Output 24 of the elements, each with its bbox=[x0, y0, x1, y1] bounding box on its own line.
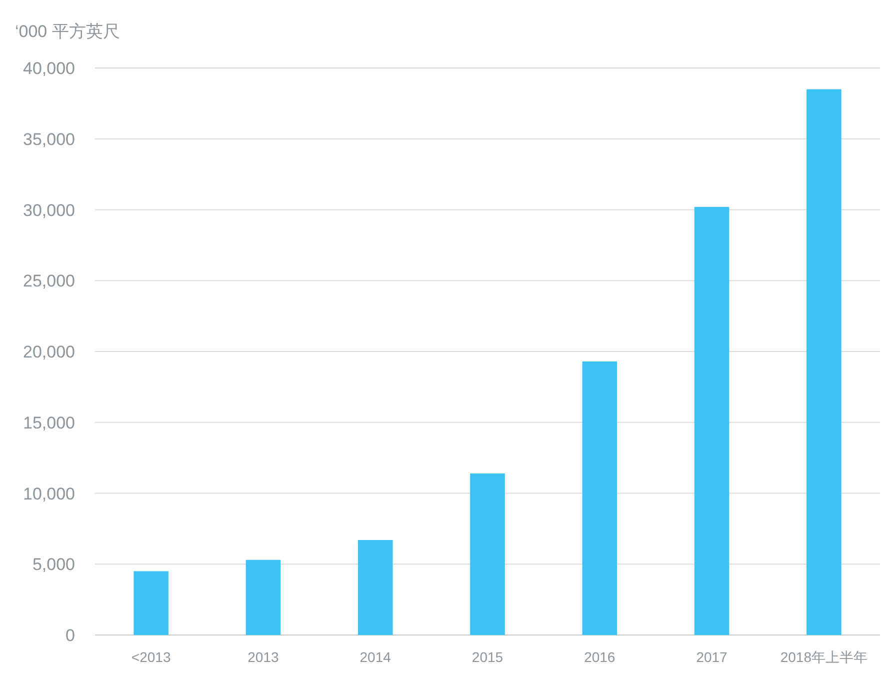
y-tick-label: 40,000 bbox=[23, 59, 75, 78]
y-tick-label: 15,000 bbox=[23, 413, 75, 432]
y-tick-label: 30,000 bbox=[23, 200, 75, 220]
y-tick-label: 0 bbox=[66, 626, 75, 645]
y-tick-label: 20,000 bbox=[23, 342, 75, 362]
bar bbox=[134, 571, 168, 635]
x-tick-label: 2014 bbox=[360, 649, 392, 665]
x-tick-label: 2016 bbox=[584, 649, 616, 665]
y-tick-label: 25,000 bbox=[23, 272, 75, 291]
bar bbox=[582, 361, 618, 635]
bar bbox=[246, 560, 281, 635]
y-tick-label: 35,000 bbox=[23, 130, 75, 149]
y-axis-title: ‘000 平方英尺 bbox=[15, 22, 120, 41]
bar bbox=[806, 89, 842, 635]
y-tick-label: 5,000 bbox=[32, 555, 75, 574]
bar bbox=[694, 206, 730, 635]
x-tick-label: 2015 bbox=[472, 649, 504, 665]
x-tick-label: 2013 bbox=[248, 649, 279, 665]
x-tick-label: <2013 bbox=[131, 649, 171, 665]
y-tick-label: 10,000 bbox=[23, 484, 75, 504]
x-tick-label: 2018年上半年 bbox=[780, 649, 868, 665]
bar bbox=[358, 540, 393, 635]
x-tick-label: 2017 bbox=[696, 649, 728, 665]
bar bbox=[470, 473, 505, 635]
